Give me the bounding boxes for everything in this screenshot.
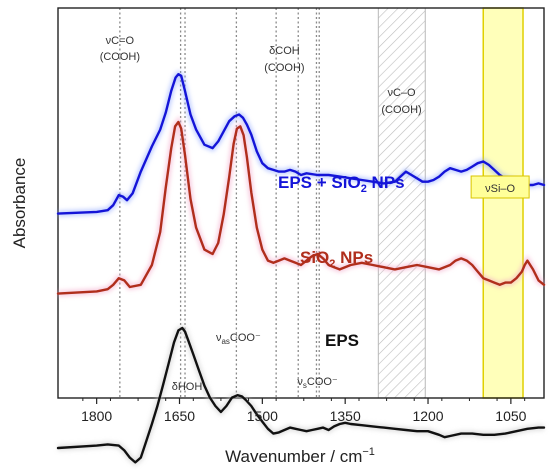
hatched-band (377, 7, 426, 399)
si-o-label-box (470, 175, 530, 199)
x-tick-label: 1650 (164, 408, 195, 424)
annotation-vs-coo: νsCOO⁻ (297, 376, 338, 390)
series-line-2 (56, 326, 546, 464)
series-label-eps: EPS (325, 331, 359, 350)
annotation-vc-o-single: νC–O (387, 87, 416, 99)
series-line-0 (56, 72, 546, 215)
annotation-dhoh: δHOH (172, 381, 203, 393)
x-axis-title: Wavenumber / cm−1 (225, 446, 375, 466)
bands-layer (377, 7, 524, 399)
series-label-sio2: SiO2 NPs (300, 248, 373, 270)
x-tick-label: 1050 (495, 408, 526, 424)
x-tick-label: 1800 (81, 408, 112, 424)
x-tick-label: 1350 (330, 408, 361, 424)
annotation-dcoh: δCOH (269, 45, 300, 57)
x-tick-label: 1500 (247, 408, 278, 424)
annotation-vc-o: (COOH) (100, 51, 140, 63)
plot-frame (57, 7, 545, 399)
series-label-eps-sio2: EPS + SiO2 NPs (278, 173, 405, 195)
annotation-dcoh: (COOH) (264, 62, 304, 74)
annotations-layer: νC=O (COOH) δCOH (COOH) νC–O (COOH) νSi–O δHOH ν… (100, 35, 530, 393)
y-axis-title: Absorbance (10, 158, 29, 249)
series-glow (57, 324, 544, 467)
annotation-vas-coo: νasCOO⁻ (216, 332, 261, 346)
series-line-1 (56, 120, 546, 295)
annotation-vc-o: νC=O (106, 35, 135, 47)
annotation-vc-o-single: (COOH) (381, 104, 421, 116)
x-ticks: 1800 1650 1500 1350 1200 1050 (81, 398, 527, 424)
series-glow (57, 116, 546, 297)
annotation-vsi-o: νSi–O (485, 183, 515, 195)
x-tick-label: 1200 (412, 408, 443, 424)
si-o-highlight-band (482, 7, 524, 399)
